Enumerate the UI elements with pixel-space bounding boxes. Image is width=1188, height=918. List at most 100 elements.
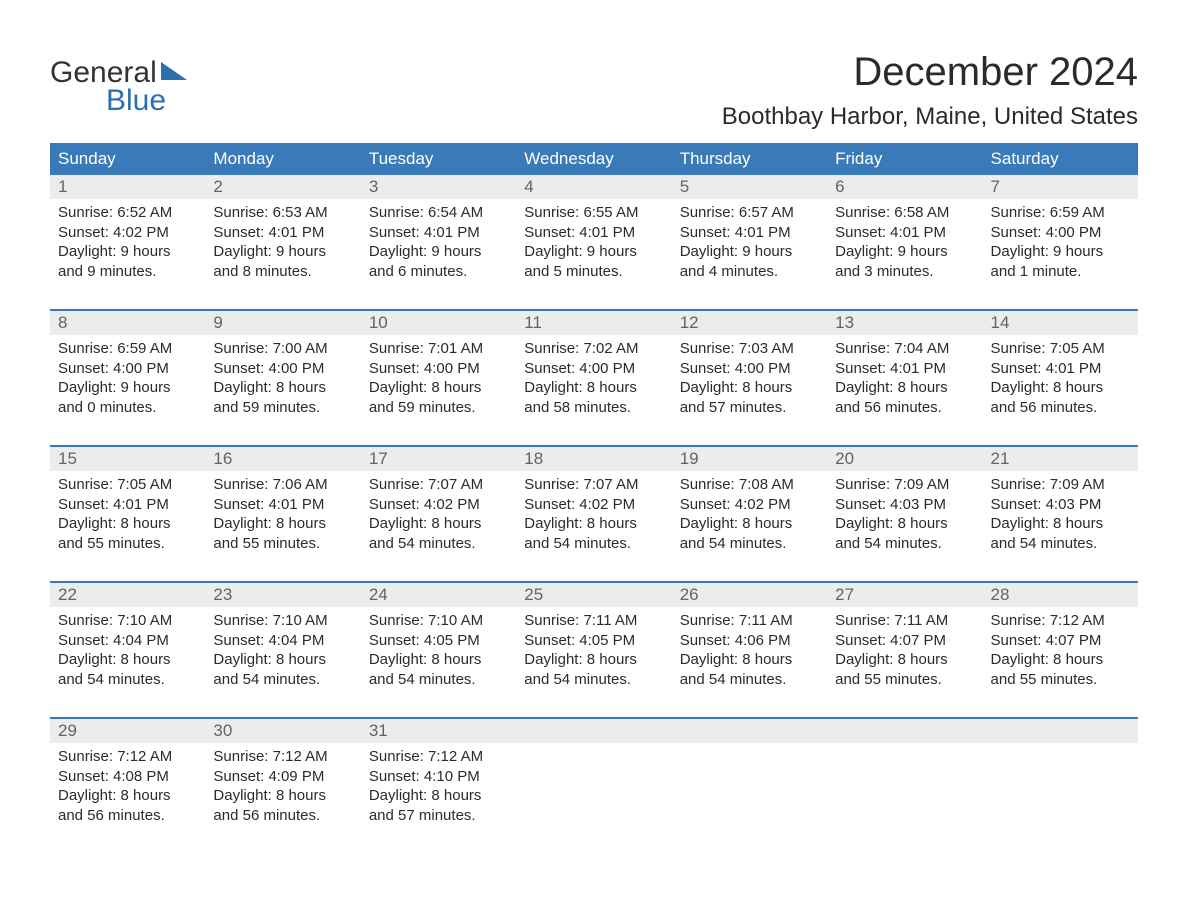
sunset-line: Sunset: 4:02 PM: [58, 223, 197, 243]
day-number-row: 15161718192021: [50, 447, 1138, 471]
day-number-cell: 25: [516, 583, 671, 607]
daylight-line-1: Daylight: 8 hours: [991, 378, 1130, 398]
daylight-line-2: and 59 minutes.: [369, 398, 508, 418]
calendar-header-cell: Saturday: [983, 143, 1138, 175]
sunrise-line: Sunrise: 7:02 AM: [524, 339, 663, 359]
sunset-line: Sunset: 4:00 PM: [680, 359, 819, 379]
daylight-line-1: Daylight: 9 hours: [369, 242, 508, 262]
sunset-line: Sunset: 4:01 PM: [680, 223, 819, 243]
sunrise-line: Sunrise: 6:57 AM: [680, 203, 819, 223]
daylight-line-1: Daylight: 8 hours: [58, 514, 197, 534]
daylight-line-2: and 55 minutes.: [991, 670, 1130, 690]
daylight-line-2: and 56 minutes.: [58, 806, 197, 826]
daylight-line-1: Daylight: 8 hours: [369, 786, 508, 806]
daylight-line-1: Daylight: 9 hours: [58, 378, 197, 398]
daylight-line-1: Daylight: 8 hours: [680, 378, 819, 398]
day-data-cell: Sunrise: 7:10 AMSunset: 4:04 PMDaylight:…: [50, 607, 205, 717]
daylight-line-1: Daylight: 8 hours: [369, 378, 508, 398]
calendar-header-cell: Wednesday: [516, 143, 671, 175]
daylight-line-2: and 54 minutes.: [680, 670, 819, 690]
day-data-cell: Sunrise: 7:11 AMSunset: 4:07 PMDaylight:…: [827, 607, 982, 717]
sunrise-line: Sunrise: 6:52 AM: [58, 203, 197, 223]
day-data-cell: Sunrise: 6:59 AMSunset: 4:00 PMDaylight:…: [983, 199, 1138, 309]
sunrise-line: Sunrise: 7:00 AM: [213, 339, 352, 359]
daylight-line-2: and 54 minutes.: [213, 670, 352, 690]
daylight-line-2: and 54 minutes.: [369, 670, 508, 690]
day-number-row: 22232425262728: [50, 583, 1138, 607]
day-data-cell: Sunrise: 7:12 AMSunset: 4:09 PMDaylight:…: [205, 743, 360, 853]
logo-sail-icon: [161, 62, 187, 80]
sunset-line: Sunset: 4:00 PM: [213, 359, 352, 379]
day-number-cell: [983, 719, 1138, 743]
day-data-row: Sunrise: 7:12 AMSunset: 4:08 PMDaylight:…: [50, 743, 1138, 853]
sunset-line: Sunset: 4:01 PM: [835, 359, 974, 379]
daylight-line-1: Daylight: 9 hours: [991, 242, 1130, 262]
sunrise-line: Sunrise: 7:07 AM: [369, 475, 508, 495]
daylight-line-2: and 5 minutes.: [524, 262, 663, 282]
sunrise-line: Sunrise: 6:54 AM: [369, 203, 508, 223]
sunrise-line: Sunrise: 7:09 AM: [835, 475, 974, 495]
daylight-line-1: Daylight: 8 hours: [213, 514, 352, 534]
daylight-line-1: Daylight: 8 hours: [991, 650, 1130, 670]
daylight-line-2: and 54 minutes.: [524, 534, 663, 554]
day-number-cell: 26: [672, 583, 827, 607]
sunset-line: Sunset: 4:01 PM: [991, 359, 1130, 379]
daylight-line-1: Daylight: 8 hours: [835, 650, 974, 670]
sunset-line: Sunset: 4:07 PM: [991, 631, 1130, 651]
day-number-cell: 22: [50, 583, 205, 607]
day-data-cell: Sunrise: 6:57 AMSunset: 4:01 PMDaylight:…: [672, 199, 827, 309]
day-number-cell: 2: [205, 175, 360, 199]
daylight-line-1: Daylight: 8 hours: [369, 514, 508, 534]
daylight-line-1: Daylight: 8 hours: [369, 650, 508, 670]
day-number-cell: 15: [50, 447, 205, 471]
location-text: Boothbay Harbor, Maine, United States: [722, 103, 1138, 131]
daylight-line-1: Daylight: 8 hours: [58, 650, 197, 670]
daylight-line-2: and 54 minutes.: [524, 670, 663, 690]
daylight-line-1: Daylight: 8 hours: [213, 786, 352, 806]
sunset-line: Sunset: 4:07 PM: [835, 631, 974, 651]
sunset-line: Sunset: 4:04 PM: [58, 631, 197, 651]
daylight-line-1: Daylight: 8 hours: [835, 514, 974, 534]
sunrise-line: Sunrise: 7:03 AM: [680, 339, 819, 359]
day-data-cell: Sunrise: 7:06 AMSunset: 4:01 PMDaylight:…: [205, 471, 360, 581]
day-data-cell: Sunrise: 7:02 AMSunset: 4:00 PMDaylight:…: [516, 335, 671, 445]
day-data-cell: Sunrise: 6:58 AMSunset: 4:01 PMDaylight:…: [827, 199, 982, 309]
day-data-cell: [672, 743, 827, 853]
day-data-cell: Sunrise: 7:08 AMSunset: 4:02 PMDaylight:…: [672, 471, 827, 581]
calendar-header-cell: Thursday: [672, 143, 827, 175]
sunset-line: Sunset: 4:01 PM: [524, 223, 663, 243]
daylight-line-2: and 56 minutes.: [213, 806, 352, 826]
sunrise-line: Sunrise: 7:10 AM: [369, 611, 508, 631]
sunset-line: Sunset: 4:00 PM: [524, 359, 663, 379]
sunrise-line: Sunrise: 7:11 AM: [835, 611, 974, 631]
sunset-line: Sunset: 4:10 PM: [369, 767, 508, 787]
daylight-line-1: Daylight: 8 hours: [58, 786, 197, 806]
calendar-header-cell: Monday: [205, 143, 360, 175]
day-number-cell: 20: [827, 447, 982, 471]
calendar-week: 293031Sunrise: 7:12 AMSunset: 4:08 PMDay…: [50, 717, 1138, 853]
daylight-line-2: and 58 minutes.: [524, 398, 663, 418]
sunset-line: Sunset: 4:01 PM: [213, 495, 352, 515]
daylight-line-1: Daylight: 8 hours: [213, 650, 352, 670]
sunrise-line: Sunrise: 7:07 AM: [524, 475, 663, 495]
calendar-header-cell: Friday: [827, 143, 982, 175]
sunset-line: Sunset: 4:02 PM: [524, 495, 663, 515]
daylight-line-2: and 54 minutes.: [991, 534, 1130, 554]
day-data-cell: Sunrise: 7:10 AMSunset: 4:05 PMDaylight:…: [361, 607, 516, 717]
daylight-line-1: Daylight: 8 hours: [680, 650, 819, 670]
day-number-cell: 18: [516, 447, 671, 471]
daylight-line-2: and 56 minutes.: [991, 398, 1130, 418]
sunset-line: Sunset: 4:05 PM: [524, 631, 663, 651]
daylight-line-1: Daylight: 9 hours: [58, 242, 197, 262]
day-number-cell: 30: [205, 719, 360, 743]
sunset-line: Sunset: 4:03 PM: [835, 495, 974, 515]
calendar-week: 891011121314Sunrise: 6:59 AMSunset: 4:00…: [50, 309, 1138, 445]
sunrise-line: Sunrise: 7:04 AM: [835, 339, 974, 359]
day-number-cell: 8: [50, 311, 205, 335]
day-number-cell: 11: [516, 311, 671, 335]
day-data-row: Sunrise: 6:52 AMSunset: 4:02 PMDaylight:…: [50, 199, 1138, 309]
day-number-cell: 5: [672, 175, 827, 199]
sunset-line: Sunset: 4:01 PM: [213, 223, 352, 243]
sunrise-line: Sunrise: 7:10 AM: [58, 611, 197, 631]
day-data-cell: Sunrise: 6:59 AMSunset: 4:00 PMDaylight:…: [50, 335, 205, 445]
